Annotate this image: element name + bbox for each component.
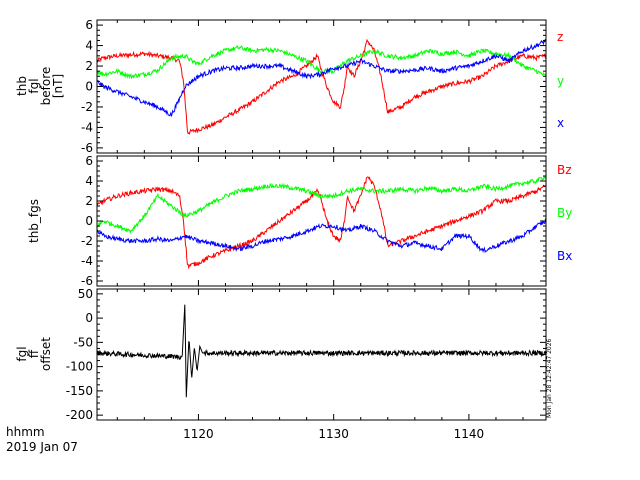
panel-1-series — [97, 38, 546, 135]
series-line-bz — [97, 176, 546, 270]
x-tick-label: 1140 — [454, 427, 485, 441]
y-tick-label: 2 — [85, 59, 93, 73]
timestamp-stamp: Mon Jan 28 12:42:47 2026 — [546, 338, 553, 418]
y-tick-label: 2 — [85, 194, 93, 208]
panel-3-series — [97, 304, 546, 398]
panels: -6-4-20246thbfglbefore[nT]zyx-6-4-20246t… — [15, 18, 572, 441]
y-axis-label-line: thb — [15, 76, 29, 96]
y-tick-label: -2 — [81, 100, 93, 114]
y-axis-label-line: offset — [39, 337, 53, 371]
panel-2: -6 -4 -2 0 2 4 6 thb_fgs Bz By Bx — [27, 154, 572, 288]
y-tick-label: -4 — [81, 254, 93, 268]
y-tick-label: -100 — [66, 360, 93, 374]
y-tick-label: 50 — [78, 287, 93, 301]
x-tick-label: 1120 — [183, 427, 214, 441]
legend-entry-z: z — [557, 30, 563, 44]
legend-entry-bx: Bx — [557, 249, 572, 263]
y-tick-label: -6 — [81, 141, 93, 155]
footer-date-label: 2019 Jan 07 — [6, 440, 78, 454]
footer-time-label: hhmm — [6, 425, 45, 439]
legend-entry-bz: Bz — [557, 163, 572, 177]
series-line-y — [97, 45, 546, 80]
legend-entry-by: By — [557, 206, 572, 220]
series-line-z — [97, 38, 546, 135]
y-axis-label-line: fgl — [15, 346, 29, 361]
y-tick-label: -200 — [66, 408, 93, 422]
series-line-by — [97, 175, 546, 234]
y-tick-label: 0 — [85, 80, 93, 94]
y-axis-label-line: before — [39, 67, 53, 106]
x-tick-label: 1130 — [318, 427, 349, 441]
y-tick-label: 4 — [85, 174, 93, 188]
legend-entry-y: y — [557, 74, 564, 88]
panel-2-series — [97, 175, 546, 270]
y-tick-label: -150 — [66, 384, 93, 398]
y-tick-label: 4 — [85, 39, 93, 53]
y-axis-label-line: [nT] — [51, 74, 65, 98]
series-line — [97, 304, 546, 398]
y-tick-label: -2 — [81, 234, 93, 248]
legend-entry-x: x — [557, 116, 564, 130]
y-tick-label: -50 — [73, 335, 93, 349]
y-axis-label-line: ff — [27, 349, 41, 358]
y-axis-label-line: thb_fgs — [27, 199, 41, 243]
y-tick-label: 0 — [85, 214, 93, 228]
y-tick-label: 6 — [85, 154, 93, 168]
series-line-bx — [97, 218, 546, 254]
y-tick-label: -4 — [81, 120, 93, 134]
y-tick-label: -6 — [81, 274, 93, 288]
panel-3: -200 -150 -100 -50 0 50 1120 1130 1140 fglffoffse… — [15, 287, 547, 441]
y-axis-label-line: fgl — [27, 78, 41, 93]
y-tick-label: 0 — [85, 311, 93, 325]
series-line-x — [97, 39, 546, 117]
y-tick-label: 6 — [85, 18, 93, 32]
